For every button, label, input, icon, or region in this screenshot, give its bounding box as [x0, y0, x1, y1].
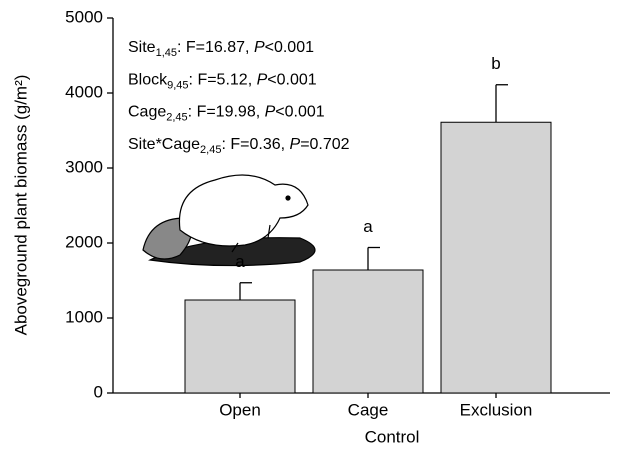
- term: Cage: [128, 104, 166, 121]
- term: Site: [128, 39, 156, 56]
- significance-letter: a: [363, 217, 373, 236]
- beaver-illustration: [143, 175, 315, 266]
- chart: Control Aboveground plant biomass (g/m²)…: [0, 0, 626, 454]
- bar: [313, 270, 423, 393]
- statistic: : F=16.87,: [177, 39, 254, 56]
- bar: [441, 122, 551, 393]
- y-tick-label: 2000: [65, 232, 103, 251]
- p-value: <0.001: [265, 39, 314, 56]
- statistics-annotation: Site*Cage2,45: F=0.36, P=0.702: [128, 136, 350, 156]
- statistics-annotation: Cage2,45: F=19.98, P<0.001: [128, 104, 325, 124]
- statistic: : F=5.12,: [189, 72, 257, 89]
- statistic: : F=19.98,: [188, 104, 265, 121]
- page: {"chart_data": {"type": "bar", "x_label"…: [0, 0, 626, 454]
- statistic: : F=0.36,: [221, 136, 289, 153]
- p-value: <0.001: [275, 104, 324, 121]
- p-symbol: P: [257, 72, 268, 89]
- p-symbol: P: [290, 136, 301, 153]
- p-value: =0.702: [300, 136, 349, 153]
- p-symbol: P: [265, 104, 276, 121]
- x-axis-title: Control: [365, 427, 420, 446]
- x-tick-label: Cage: [348, 400, 389, 419]
- x-tick-label: Open: [219, 400, 261, 419]
- significance-letter: a: [235, 252, 245, 271]
- y-tick-label: 3000: [65, 157, 103, 176]
- term: Site*Cage: [128, 136, 200, 153]
- x-tick-label: Exclusion: [460, 400, 533, 419]
- p-value: <0.001: [267, 72, 316, 89]
- statistics-annotation: Site1,45: F=16.87, P<0.001: [128, 39, 314, 59]
- term: Block: [128, 72, 168, 89]
- degrees-of-freedom: 2,45: [166, 112, 187, 124]
- y-tick-label: 5000: [65, 7, 103, 26]
- degrees-of-freedom: 9,45: [167, 79, 188, 91]
- bar: [185, 300, 295, 393]
- y-axis-title: Aboveground plant biomass (g/m²): [11, 75, 30, 336]
- p-symbol: P: [254, 39, 265, 56]
- significance-letter: b: [491, 54, 500, 73]
- degrees-of-freedom: 1,45: [156, 47, 177, 59]
- degrees-of-freedom: 2,45: [200, 144, 221, 156]
- y-tick-label: 1000: [65, 307, 103, 326]
- y-tick-label: 0: [94, 382, 103, 401]
- statistics-annotation: Block9,45: F=5.12, P<0.001: [128, 72, 317, 92]
- y-tick-label: 4000: [65, 82, 103, 101]
